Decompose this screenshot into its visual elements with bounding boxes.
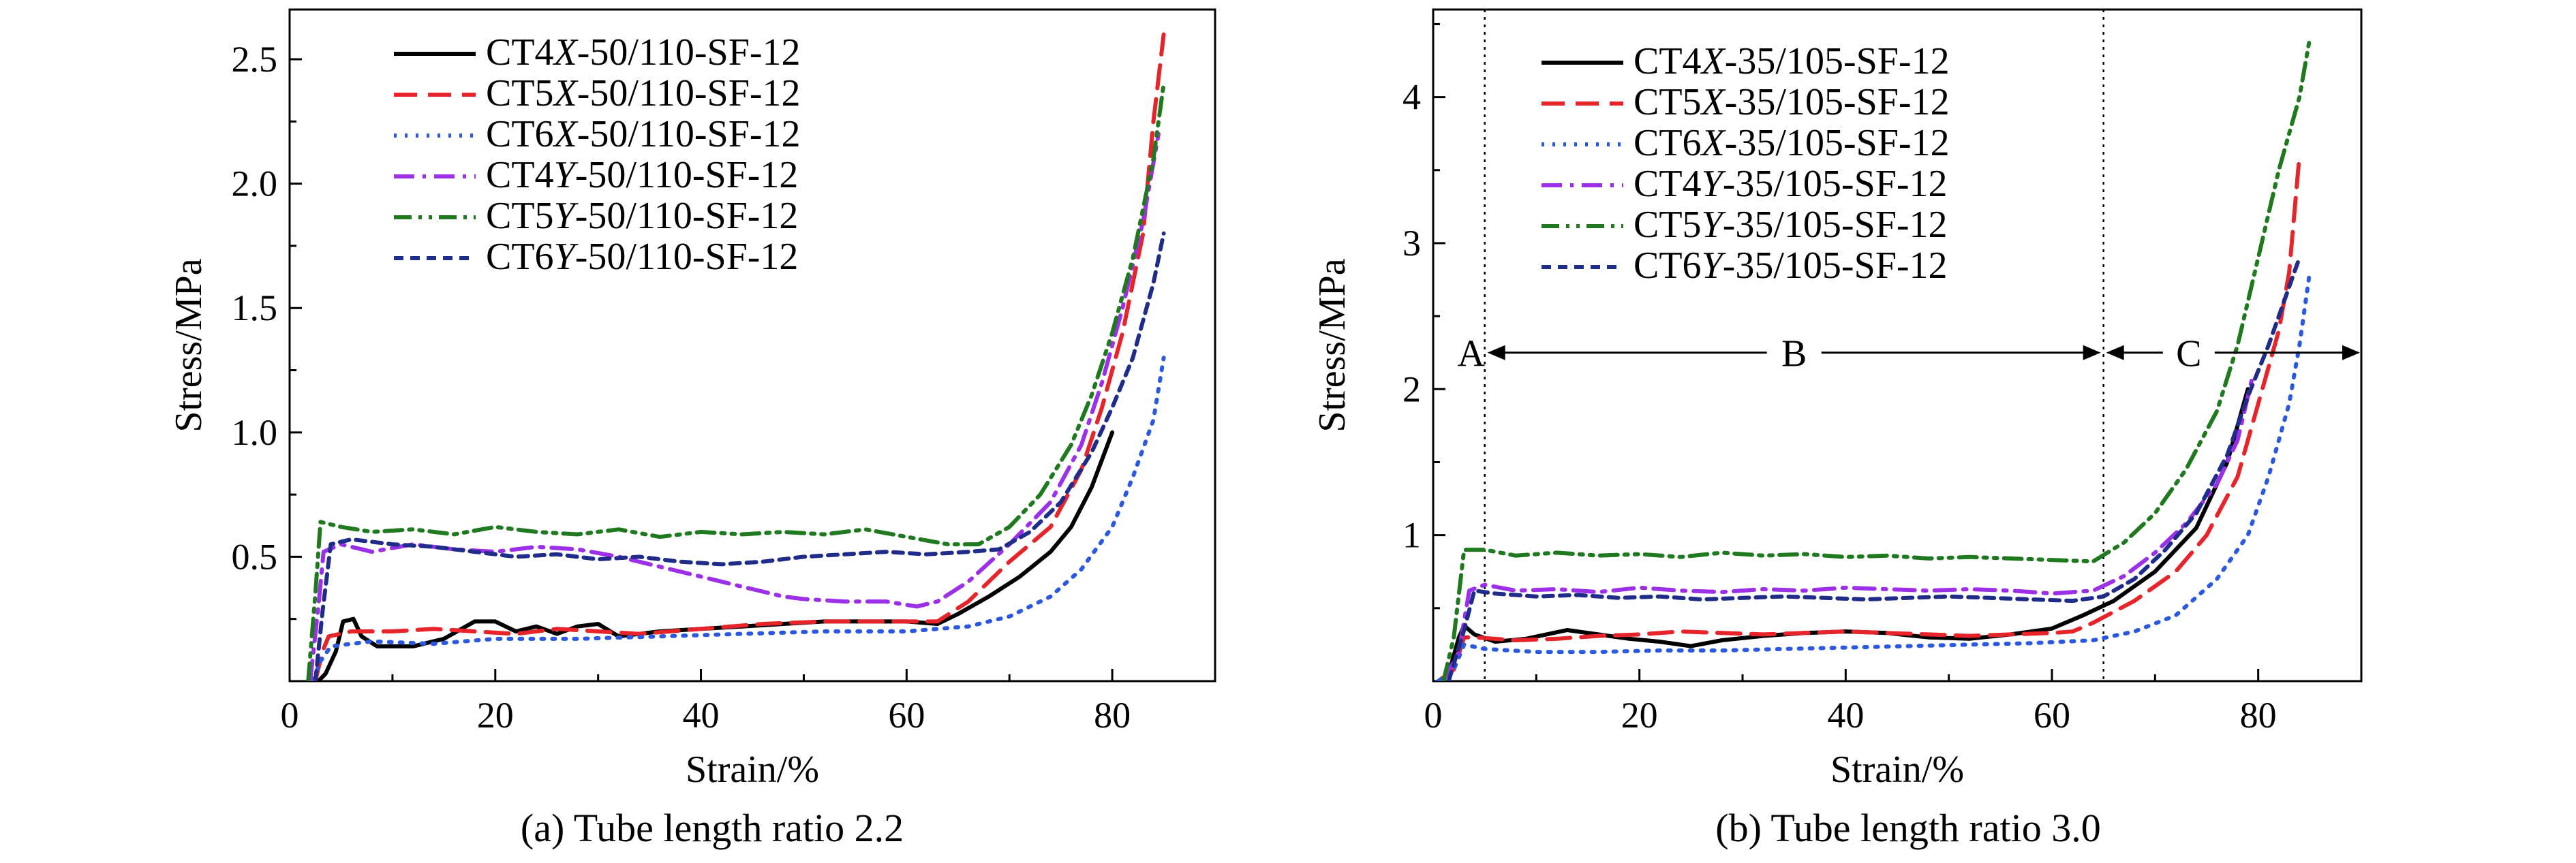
region-arrowhead [2106, 345, 2124, 360]
series-line-1 [316, 430, 1115, 681]
y-tick-label: 1 [1402, 515, 1421, 556]
series-line-5 [1441, 36, 2312, 681]
y-tick-label: 2.0 [232, 163, 278, 204]
region-label-a: A [1457, 333, 1485, 375]
series-group [1436, 36, 2312, 681]
series-line-4 [1441, 372, 2256, 681]
legend-entry: CT4Y-35/105-SF-12 [1634, 163, 1948, 205]
y-tick-label: 4 [1402, 77, 1421, 118]
y-tick-label: 1.0 [232, 412, 278, 453]
legend-entry: CT6X-50/110-SF-12 [486, 113, 801, 155]
panel-caption: (b) Tube length ratio 3.0 [1715, 806, 2100, 850]
series-group [306, 32, 1166, 681]
x-tick-label: 0 [1424, 695, 1443, 736]
x-tick-label: 0 [281, 695, 299, 736]
legend-entry: CT4Y-50/110-SF-12 [486, 154, 798, 196]
x-tick-label: 20 [477, 695, 514, 736]
y-tick-label: 0.5 [232, 536, 278, 577]
panel-b-stress-strain-chart: 0 20 40 60 80 1 2 3 4 Strain/% Stress/MPa (b) Tube … [1311, 8, 2363, 850]
y-axis-title: Stress/MPa [168, 258, 210, 432]
series-line-4 [308, 131, 1161, 681]
series-line-6 [313, 231, 1166, 681]
panel-a-stress-strain-chart: 0 20 40 60 80 0.5 1.0 1.5 2.0 2.5 Strain/% Stress/M… [168, 8, 1216, 850]
plot-frame [288, 8, 1216, 682]
x-tick-label: 20 [1621, 695, 1658, 736]
x-axis-title: Strain/% [1830, 749, 1964, 791]
region-arrowhead [1487, 345, 1505, 360]
legend-entry: CT5Y-35/105-SF-12 [1634, 204, 1948, 246]
x-axis-title: Strain/% [686, 749, 819, 791]
x-tick-label: 60 [2034, 695, 2070, 736]
legend-entry: CT6Y-50/110-SF-12 [486, 236, 798, 278]
series-line-2 [1436, 153, 2302, 681]
plot-frame [1432, 8, 2363, 682]
x-tick-label: 80 [1094, 695, 1131, 736]
y-tick-label: 1.5 [232, 287, 278, 328]
y-tick-label: 2.5 [232, 39, 278, 80]
legend: CT4X-50/110-SF-12CT5X-50/110-SF-12CT6X-5… [394, 31, 801, 278]
legend-entry: CT5X-50/110-SF-12 [486, 72, 801, 114]
legend-entry: CT4X-50/110-SF-12 [486, 31, 801, 74]
x-tick-label: 60 [888, 695, 925, 736]
legend: CT4X-35/105-SF-12CT5X-35/105-SF-12CT6X-3… [1542, 40, 1950, 287]
legend-entry: CT5Y-50/110-SF-12 [486, 195, 798, 237]
region-arrowhead [2342, 345, 2360, 360]
y-axis-title: Stress/MPa [1311, 258, 1353, 432]
legend-entry: CT6X-35/105-SF-12 [1634, 122, 1950, 164]
y-tick-label: 2 [1402, 368, 1421, 409]
region-label-c: C [2176, 333, 2201, 375]
legend-entry: CT6Y-35/105-SF-12 [1634, 245, 1948, 287]
y-tick-label: 3 [1402, 223, 1421, 264]
panel-caption: (a) Tube length ratio 2.2 [521, 806, 904, 850]
region-label-b: B [1781, 333, 1807, 375]
x-tick-label: 40 [683, 695, 720, 736]
x-tick-label: 80 [2240, 695, 2277, 736]
x-tick-label: 40 [1827, 695, 1864, 736]
series-line-6 [1446, 255, 2302, 681]
series-line-5 [306, 82, 1166, 681]
region-arrowhead [2083, 345, 2101, 360]
series-line-2 [313, 32, 1166, 681]
legend-entry: CT5X-35/105-SF-12 [1634, 81, 1950, 123]
series-line-3 [310, 356, 1166, 681]
legend-entry: CT4X-35/105-SF-12 [1634, 40, 1950, 82]
